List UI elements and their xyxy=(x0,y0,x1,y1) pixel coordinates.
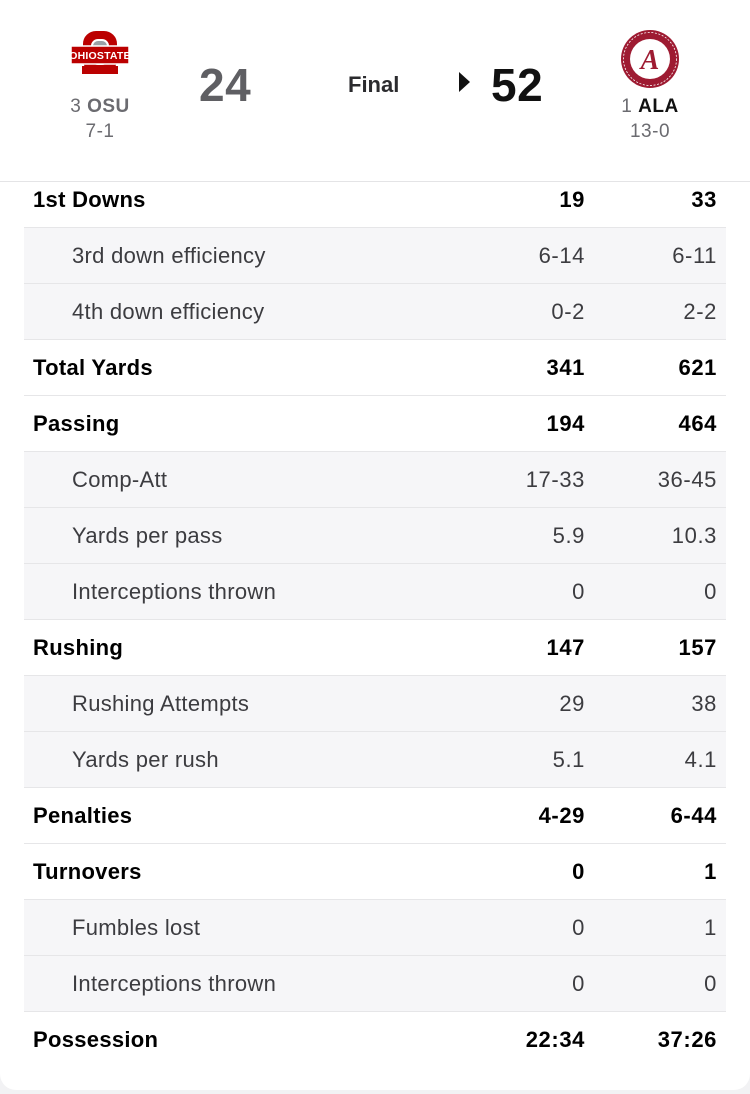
away-stat-value: 5.9 xyxy=(552,523,585,548)
home-stat-value: 0 xyxy=(704,579,717,604)
away-stat-value: 0-2 xyxy=(551,299,585,324)
stat-row: Possession 22:34 37:26 xyxy=(24,1012,726,1068)
home-record: 13-0 xyxy=(629,121,671,142)
stat-label: 4th down efficiency xyxy=(72,299,265,324)
stat-label: Penalties xyxy=(33,803,133,828)
home-stat-value: 1 xyxy=(704,915,717,940)
home-stat-value: 0 xyxy=(704,971,717,996)
stat-label: Rushing Attempts xyxy=(72,691,250,716)
away-stat-value: 29 xyxy=(559,691,585,716)
stat-row: Rushing Attempts 29 38 xyxy=(24,676,726,732)
home-stat-value: 10.3 xyxy=(671,523,717,548)
away-stat-value: 22:34 xyxy=(525,1027,585,1052)
home-score: 52 xyxy=(491,59,544,111)
home-abbr: ALA xyxy=(638,96,679,117)
stat-row: Passing 194 464 xyxy=(24,396,726,452)
home-stat-value: 36-45 xyxy=(657,467,717,492)
away-stat-value: 147 xyxy=(546,635,585,660)
alabama-logo-icon: A xyxy=(621,30,679,88)
away-score: 24 xyxy=(199,59,252,111)
home-stat-value: 621 xyxy=(678,355,717,380)
home-stat-value: 2-2 xyxy=(683,299,717,324)
away-stat-value: 4-29 xyxy=(538,803,585,828)
game-status: Final xyxy=(348,72,400,97)
stat-row: Rushing 147 157 xyxy=(24,620,726,676)
svg-text:OHIOSTATE: OHIOSTATE xyxy=(69,50,131,62)
stat-label: Interceptions thrown xyxy=(72,579,277,604)
stat-label: Total Yards xyxy=(33,355,153,380)
away-abbr: OSU xyxy=(87,96,130,117)
stat-row: Fumbles lost 0 1 xyxy=(24,900,726,956)
stat-label: Rushing xyxy=(33,635,124,660)
stat-label: 1st Downs xyxy=(33,187,146,212)
stat-row: Interceptions thrown 0 0 xyxy=(24,564,726,620)
away-stat-value: 5.1 xyxy=(552,747,585,772)
stat-label: Passing xyxy=(33,411,120,436)
home-rank: 1 xyxy=(621,96,633,117)
stat-row: Comp-Att 17-33 36-45 xyxy=(24,452,726,508)
away-stat-value: 0 xyxy=(572,971,585,996)
home-stat-value: 6-11 xyxy=(672,243,717,268)
home-stat-value: 6-44 xyxy=(670,803,717,828)
stat-row: Yards per pass 5.9 10.3 xyxy=(24,508,726,564)
stat-label: 3rd down efficiency xyxy=(72,243,266,268)
stat-row: 3rd down efficiency 6-14 6-11 xyxy=(24,228,726,284)
stat-row: Turnovers 0 1 xyxy=(24,844,726,900)
home-stat-value: 33 xyxy=(691,187,717,212)
away-team[interactable]: OHIOSTATE 3 OSU 7-1 xyxy=(40,28,160,143)
home-stat-value: 4.1 xyxy=(684,747,717,772)
away-rank: 3 xyxy=(70,96,82,117)
home-stat-value: 157 xyxy=(678,635,717,660)
team-stats-table: 1st Downs 19 33 3rd down efficiency 6-14 6-11… xyxy=(24,172,726,1068)
away-stat-value: 194 xyxy=(546,411,585,436)
away-record: 7-1 xyxy=(85,121,115,142)
away-stat-value: 0 xyxy=(572,859,585,884)
away-stat-value: 341 xyxy=(546,355,585,380)
ohio-state-logo-icon: OHIOSTATE xyxy=(69,29,131,75)
home-stat-value: 464 xyxy=(678,411,717,436)
stat-label: Comp-Att xyxy=(72,467,168,492)
away-stat-value: 6-14 xyxy=(538,243,585,268)
svg-text:A: A xyxy=(639,45,660,76)
stat-label: Yards per rush xyxy=(72,747,219,772)
away-stat-value: 0 xyxy=(572,915,585,940)
away-stat-value: 0 xyxy=(572,579,585,604)
scoreboard-header: OHIOSTATE 3 OSU 7-1 24 Final 52 A 1 ALA xyxy=(0,0,750,182)
stat-row: Penalties 4-29 6-44 xyxy=(24,788,726,844)
stat-row: Interceptions thrown 0 0 xyxy=(24,956,726,1012)
winner-arrow-icon xyxy=(459,72,470,92)
stat-label: Interceptions thrown xyxy=(72,971,277,996)
stat-row: Yards per rush 5.1 4.1 xyxy=(24,732,726,788)
home-team[interactable]: A 1 ALA 13-0 xyxy=(590,28,710,143)
away-stat-value: 17-33 xyxy=(525,467,585,492)
home-stat-value: 38 xyxy=(691,691,717,716)
home-stat-value: 1 xyxy=(704,859,717,884)
stat-row: Total Yards 341 621 xyxy=(24,340,726,396)
stat-label: Yards per pass xyxy=(72,523,223,548)
home-stat-value: 37:26 xyxy=(657,1027,717,1052)
stat-row: 4th down efficiency 0-2 2-2 xyxy=(24,284,726,340)
away-stat-value: 19 xyxy=(559,187,585,212)
stat-label: Turnovers xyxy=(33,859,142,884)
stat-label: Fumbles lost xyxy=(72,915,201,940)
stat-label: Possession xyxy=(33,1027,159,1052)
